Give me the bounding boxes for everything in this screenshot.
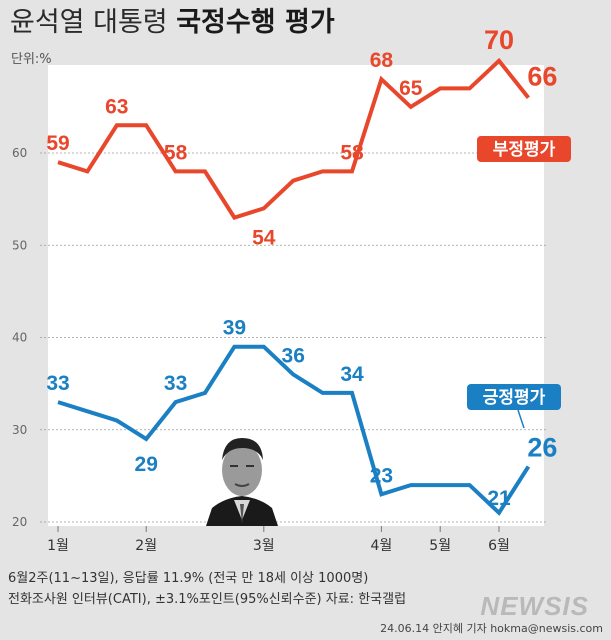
data-label-negative: 66 [527,62,557,92]
data-label-negative: 58 [164,141,188,164]
data-label-positive: 33 [46,372,69,395]
y-tick-label: 50 [12,238,27,252]
data-label-negative: 70 [484,25,514,55]
y-tick-label: 40 [12,331,27,345]
data-label-positive: 21 [487,487,511,510]
data-label-negative: 58 [340,141,364,164]
x-tick-label: 3월 [253,538,275,554]
data-label-negative: 59 [46,132,69,155]
unit-label: 단위:% [11,52,52,67]
plot-area [48,65,544,526]
title-bold: 국정수행 평가 [176,7,335,38]
legend-positive-pointer [517,409,525,429]
data-label-positive: 33 [164,372,187,395]
note-line-1: 6월2주(11~13일), 응답률 11.9% (전국 만 18세 이상 100… [8,571,369,586]
data-label-negative: 65 [399,77,423,100]
president-photo [206,438,278,526]
survey-notes: 6월2주(11~13일), 응답률 11.9% (전국 만 18세 이상 100… [8,568,406,610]
data-label-negative: 54 [252,226,276,249]
legend-negative-pointer [529,135,537,163]
data-label-positive: 23 [370,464,393,487]
data-label-negative: 68 [370,49,394,72]
data-label-positive: 26 [527,433,557,463]
legend-positive-badge [467,384,561,410]
y-tick-label: 30 [12,423,27,437]
data-label-positive: 39 [223,317,246,340]
data-label-negative: 63 [105,95,128,118]
x-tick-label: 6월 [488,538,510,554]
title-light: 윤석열 대통령 [10,7,168,38]
newsis-watermark: NEWSIS [480,591,589,621]
legend-positive-label: 긍정평가 [483,388,546,408]
data-label-positive: 34 [340,363,364,386]
series-line-positive [57,344,531,516]
legend-negative-badge [477,136,571,162]
note-line-2: 전화조사원 인터뷰(CATI), ±3.1%포인트(95%신뢰수준) 자료: 한… [8,592,407,607]
x-tick-label: 2월 [135,538,157,554]
x-tick-label: 1월 [47,538,69,554]
x-tick-label: 5월 [429,538,451,554]
chart-title: 윤석열 대통령 국정수행 평가 [10,6,335,40]
credit-line: 24.06.14 안지혜 기자 hokma@newsis.com [380,622,603,635]
data-label-positive: 36 [282,344,305,367]
data-label-positive: 29 [135,453,158,476]
legend-negative-label: 부정평가 [493,140,556,160]
x-tick-label: 4월 [371,538,393,554]
y-tick-label: 20 [12,515,27,529]
y-tick-label: 60 [12,146,27,160]
series-line-negative [57,57,530,220]
